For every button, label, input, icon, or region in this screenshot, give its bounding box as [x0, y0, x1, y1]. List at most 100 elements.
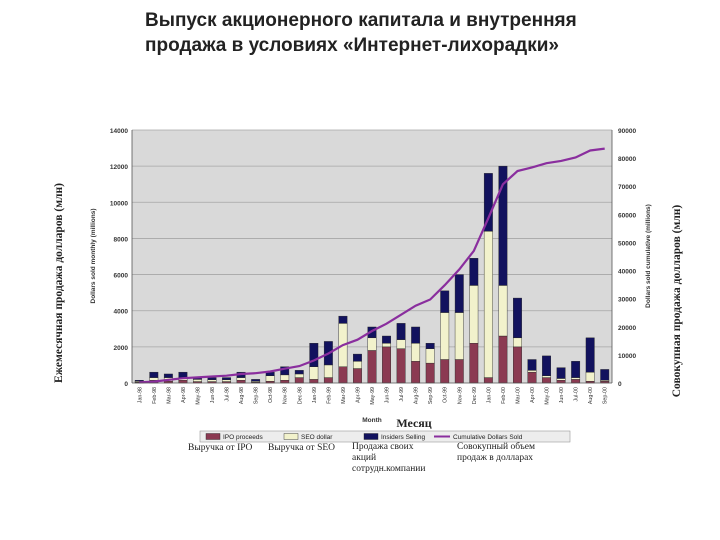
right-axis-label-ru: Совокупная продажа долларов (млн)	[671, 205, 683, 398]
ipo-bar-segment	[556, 380, 566, 384]
x-tick-label: Jun-00	[559, 387, 565, 403]
x-tick-label: Aug-00	[588, 387, 594, 404]
ipo-bar-segment	[440, 359, 450, 384]
seo-bar-segment	[367, 337, 377, 351]
x-tick-label: Aug-99	[414, 387, 420, 404]
ipo-bar-segment	[425, 362, 435, 384]
seo-bar-segment	[309, 366, 319, 380]
x-axis-title: Month	[362, 417, 382, 424]
seo-bar-segment	[149, 377, 159, 381]
seo-bar-segment	[440, 312, 450, 360]
x-tick-label: Jul-00	[574, 387, 580, 401]
seo-bar-segment	[236, 377, 246, 381]
caption-seo-ru: Выручка от SEO	[268, 443, 336, 453]
seo-bar-segment	[571, 377, 581, 380]
x-tick-label: Jan-98	[137, 387, 143, 403]
y-axis-title: Dollars sold monthly (millions)	[90, 209, 97, 304]
y2-tick-label: 70000	[618, 184, 636, 191]
insider-bar-segment	[556, 367, 566, 379]
x-tick-label: Jan-99	[312, 387, 318, 403]
seo-bar-segment	[469, 285, 479, 344]
seo-bar-segment	[527, 370, 537, 373]
y2-axis-title: Dollars sold cumulative (millions)	[645, 204, 652, 308]
seo-bar-segment	[454, 312, 464, 360]
legend-insider-label: Insiders Selling	[381, 434, 425, 441]
x-tick-label: Feb-98	[152, 387, 158, 404]
y2-tick-label: 60000	[618, 212, 636, 219]
ipo-bar-segment	[542, 377, 551, 384]
x-tick-label: Mar-00	[515, 387, 521, 404]
x-tick-label: May-98	[195, 387, 201, 405]
ipo-bar-segment	[396, 348, 406, 384]
seo-bar-segment	[556, 378, 566, 381]
ipo-bar-segment	[309, 379, 319, 384]
seo-bar-segment	[585, 371, 595, 382]
x-tick-label: May-99	[370, 387, 376, 405]
ipo-bar-segment	[294, 377, 304, 384]
x-tick-label: Aug-98	[239, 387, 245, 404]
y2-tick-label: 30000	[618, 297, 636, 304]
insider-bar-segment	[178, 371, 188, 378]
ipo-bar-segment	[498, 335, 508, 384]
x-tick-label: Apr-00	[530, 387, 536, 403]
ipo-bar-segment	[280, 380, 290, 384]
y2-tick-label: 80000	[618, 156, 636, 163]
x-tick-label: Nov-99	[457, 387, 463, 404]
seo-bar-segment	[513, 337, 522, 348]
insider-bar-segment	[163, 373, 173, 378]
x-tick-label: Jul-99	[399, 387, 405, 401]
insider-bar-segment	[411, 326, 421, 344]
insider-bar-segment	[425, 343, 435, 349]
ipo-bar-segment	[236, 380, 246, 384]
insider-bar-segment	[513, 297, 522, 339]
seo-bar-segment	[207, 379, 217, 382]
ipo-bar-segment	[571, 379, 581, 384]
y-tick-label: 0	[124, 381, 128, 388]
insider-bar-segment	[134, 380, 144, 382]
x-tick-label: Jan-00	[486, 387, 492, 403]
y-tick-label: 12000	[110, 164, 128, 171]
insider-bar-segment	[280, 366, 290, 376]
ipo-bar-segment	[353, 368, 362, 384]
slide-title: Выпуск акционерного капитала и внутрення…	[145, 8, 705, 58]
seo-bar-segment	[542, 375, 551, 378]
seo-bar-segment	[265, 375, 275, 382]
insider-bar-segment	[149, 371, 159, 378]
insider-bar-segment	[222, 377, 231, 380]
x-tick-label: Dec-99	[472, 387, 478, 404]
legend-insider-swatch	[363, 433, 379, 440]
x-tick-label: Sep-98	[254, 387, 260, 404]
seo-bar-segment	[280, 374, 290, 381]
y2-tick-label: 90000	[618, 128, 636, 135]
title-line-1: Выпуск акционерного капитала и внутрення…	[145, 10, 577, 31]
insider-bar-segment	[454, 274, 464, 313]
x-tick-label: May-00	[545, 387, 551, 405]
insider-bar-segment	[571, 361, 581, 378]
insider-bar-segment	[396, 323, 406, 340]
insider-bar-segment	[251, 379, 261, 382]
legend-ipo-label: IPO proceeds	[223, 434, 263, 441]
x-tick-label: Oct-99	[443, 387, 449, 403]
insider-bar-segment	[294, 370, 304, 375]
seo-bar-segment	[498, 285, 508, 337]
x-tick-label: Jul-98	[225, 387, 231, 401]
ipo-bar-segment	[382, 346, 391, 384]
seo-bar-segment	[396, 339, 406, 349]
x-tick-label: Nov-98	[283, 387, 289, 404]
x-tick-label: Dec-98	[297, 387, 303, 404]
insider-bar-segment	[600, 369, 610, 381]
x-axis-label-ru: Месяц	[396, 416, 431, 430]
insider-bar-segment	[469, 258, 479, 286]
insider-bar-segment	[382, 335, 391, 344]
x-tick-label: Feb-00	[501, 387, 507, 404]
x-tick-label: Mar-98	[166, 387, 172, 404]
seo-bar-segment	[353, 361, 362, 369]
ipo-bar-segment	[469, 343, 479, 384]
y2-tick-label: 0	[618, 381, 622, 388]
ipo-bar-segment	[411, 361, 421, 384]
insider-bar-segment	[542, 355, 551, 376]
seo-bar-segment	[294, 373, 304, 378]
y-tick-label: 6000	[114, 273, 129, 280]
caption-insider-ru: Продажа своих акций сотрудн.компании	[352, 442, 426, 474]
